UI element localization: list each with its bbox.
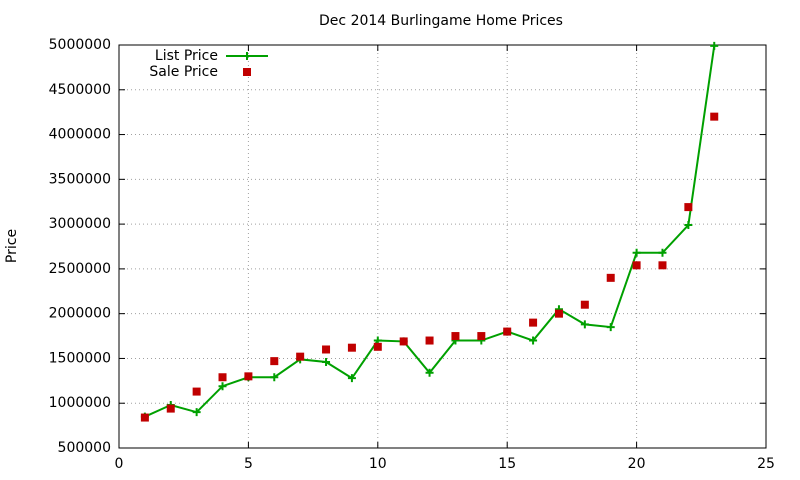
- y-tick-label: 4500000: [49, 82, 111, 98]
- point-marker: [322, 345, 331, 354]
- point-marker: [192, 408, 201, 417]
- point-marker: [477, 332, 486, 341]
- point-marker: [399, 337, 408, 346]
- point-marker: [529, 336, 538, 345]
- point-marker: [373, 342, 382, 351]
- point-marker: [451, 332, 460, 341]
- point-marker: [347, 374, 356, 383]
- point-marker: [166, 404, 175, 413]
- point-marker: [347, 343, 356, 352]
- point-marker: [425, 336, 434, 345]
- y-tick-label: 1500000: [49, 350, 111, 366]
- point-marker: [218, 382, 227, 391]
- point-marker: [503, 327, 512, 336]
- point-marker: [710, 41, 719, 50]
- point-marker: [270, 357, 279, 366]
- x-tick-label: 15: [498, 456, 516, 472]
- point-marker: [684, 203, 693, 212]
- point-marker: [632, 248, 641, 257]
- y-tick-label: 4000000: [49, 127, 111, 143]
- point-marker: [322, 358, 331, 367]
- legend-label: Sale Price: [149, 64, 218, 80]
- y-tick-label: 5000000: [49, 37, 111, 53]
- point-marker: [658, 261, 667, 270]
- x-tick-label: 20: [628, 456, 646, 472]
- point-marker: [632, 261, 641, 270]
- point-marker: [606, 273, 615, 282]
- point-marker: [684, 221, 693, 230]
- point-marker: [218, 373, 227, 382]
- point-marker: [658, 248, 667, 257]
- y-axis-label: Price: [4, 229, 20, 263]
- y-tick-label: 2500000: [49, 261, 111, 277]
- y-tick-label: 500000: [58, 440, 111, 456]
- legend-marker: [243, 68, 251, 76]
- point-marker: [270, 373, 279, 382]
- plot-border: [118, 44, 767, 449]
- y-tick-label: 3500000: [49, 171, 111, 187]
- point-marker: [606, 323, 615, 332]
- point-marker: [580, 320, 589, 329]
- y-tick-label: 3000000: [49, 216, 111, 232]
- legend-marker: [243, 52, 251, 60]
- x-tick-label: 10: [369, 456, 387, 472]
- point-marker: [425, 368, 434, 377]
- point-marker: [244, 372, 253, 381]
- point-marker: [529, 318, 538, 327]
- x-tick-label: 25: [757, 456, 775, 472]
- x-tick-label: 5: [244, 456, 253, 472]
- chart-title: Dec 2014 Burlingame Home Prices: [319, 13, 563, 29]
- point-marker: [710, 112, 719, 121]
- data-line: [144, 45, 716, 418]
- x-tick-label: 0: [115, 456, 124, 472]
- legend-label: List Price: [155, 48, 218, 64]
- point-marker: [296, 352, 305, 361]
- y-tick-label: 2000000: [49, 306, 111, 322]
- y-tick-label: 1000000: [49, 395, 111, 411]
- point-marker: [554, 309, 563, 318]
- point-marker: [140, 413, 149, 422]
- point-marker: [580, 300, 589, 309]
- point-marker: [192, 387, 201, 396]
